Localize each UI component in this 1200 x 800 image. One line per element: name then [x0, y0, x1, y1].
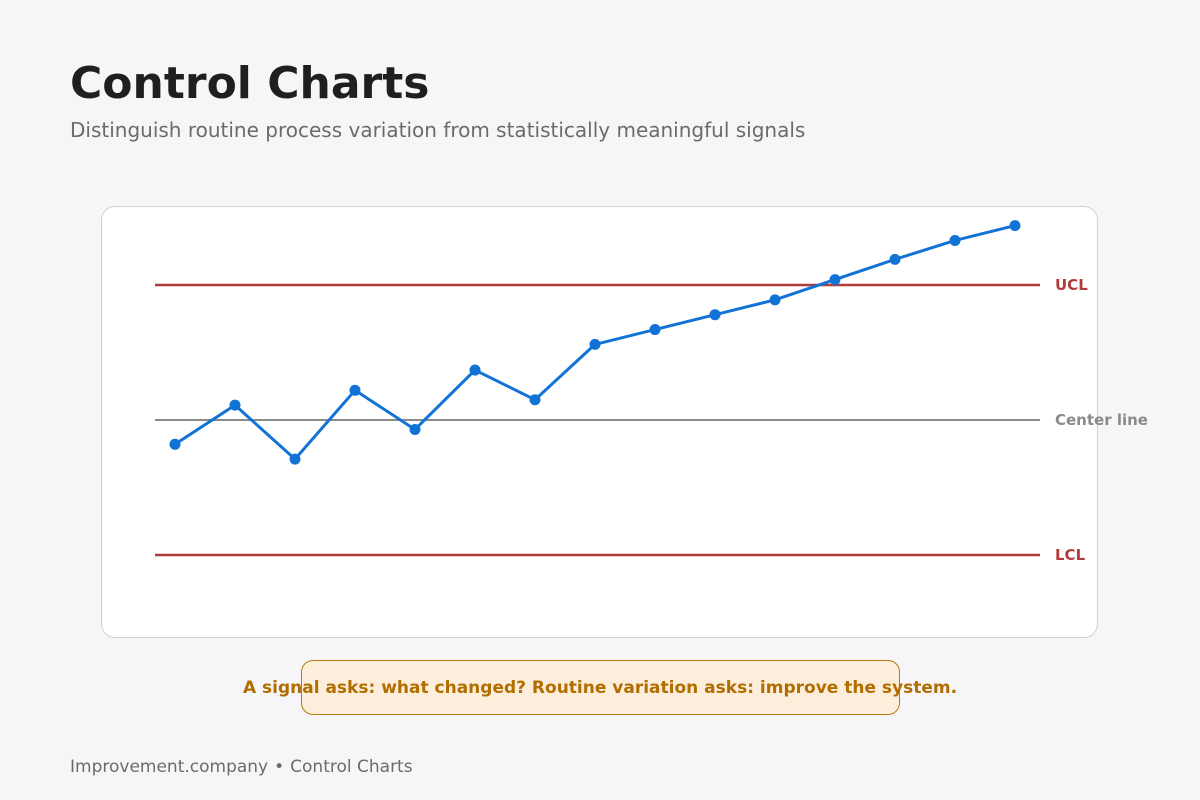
ucl-label: UCL	[1055, 276, 1088, 294]
footer-brand: Improvement.company	[70, 757, 269, 777]
data-point	[169, 438, 181, 450]
chart-card	[101, 206, 1098, 638]
data-point	[469, 364, 481, 376]
data-point	[769, 294, 781, 306]
data-point	[1009, 220, 1021, 232]
data-point	[589, 338, 601, 350]
data-point	[529, 394, 541, 406]
footer-section: Control Charts	[290, 757, 413, 777]
data-point	[649, 324, 661, 336]
data-point	[709, 309, 721, 321]
page-subtitle: Distinguish routine process variation fr…	[70, 118, 806, 142]
data-point	[229, 399, 241, 411]
data-point	[289, 453, 301, 465]
footer-separator: •	[274, 757, 285, 777]
callout-box	[301, 660, 900, 715]
center-line-label: Center line	[1055, 411, 1148, 429]
data-point	[349, 384, 361, 396]
callout-text: A signal asks: what changed? Routine var…	[242, 678, 958, 698]
data-point	[949, 234, 961, 246]
data-point	[409, 423, 421, 435]
data-point	[829, 274, 841, 286]
lcl-label: LCL	[1055, 546, 1086, 564]
data-point	[889, 253, 901, 265]
page-title: Control Charts	[70, 58, 430, 109]
footer: Improvement.company • Control Charts	[70, 756, 413, 778]
